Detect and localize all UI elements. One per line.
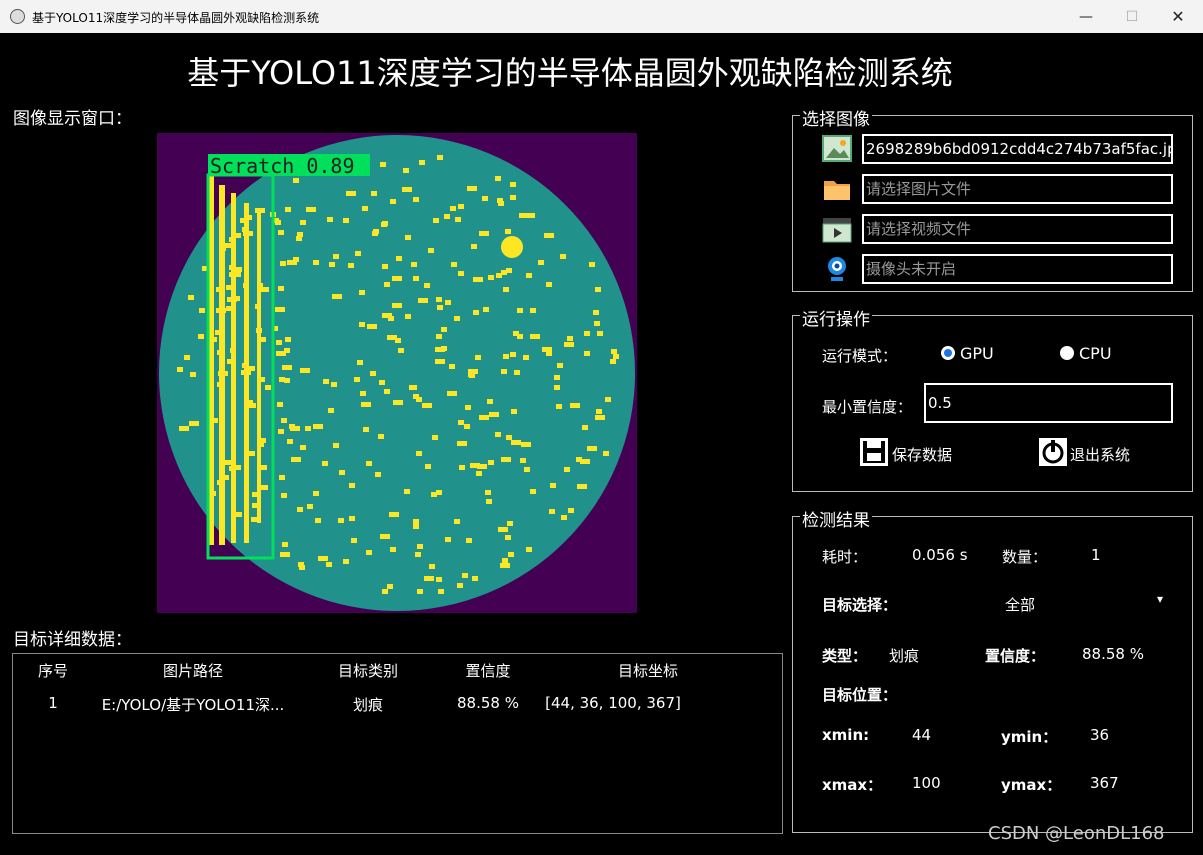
select-image-title: 选择图像 — [800, 105, 872, 130]
gpu-label[interactable]: GPU — [960, 344, 994, 363]
count-label: 数量： — [1002, 548, 1048, 566]
results-title: 检测结果 — [800, 506, 872, 531]
type-label: 类型： — [822, 647, 868, 665]
wafer-body — [159, 135, 635, 611]
xmax-label: xmax： — [822, 776, 883, 794]
time-label: 耗时： — [822, 548, 868, 566]
watermark: CSDN @LeonDL168 — [988, 823, 1165, 844]
ymin-value: 36 — [1090, 726, 1110, 744]
window-title: 基于YOLO11深度学习的半导体晶圆外观缺陷检测系统 — [32, 11, 320, 25]
cpu-label[interactable]: CPU — [1079, 344, 1112, 363]
app-title: 基于YOLO11深度学习的半导体晶圆外观缺陷检测系统 — [187, 54, 953, 92]
position-label: 目标位置： — [822, 686, 898, 704]
detection-label: Scratch 0.89 — [210, 154, 355, 178]
power-icon[interactable] — [1038, 437, 1068, 467]
image-file-input[interactable]: 请选择图片文件 — [862, 174, 1173, 204]
video-file-input[interactable]: 请选择视频文件 — [862, 214, 1173, 244]
table-label: 目标详细数据： — [13, 630, 132, 650]
run-group — [792, 315, 1193, 492]
image-panel-label: 图像显示窗口： — [13, 109, 132, 129]
folder-icon[interactable] — [822, 174, 852, 204]
maximize-button[interactable]: ☐ — [1125, 9, 1139, 25]
result-conf-value: 88.58 % — [1082, 645, 1144, 663]
cpu-radio[interactable] — [1060, 346, 1074, 360]
image-icon[interactable] — [822, 134, 852, 164]
ymax-label: ymax： — [1001, 776, 1062, 794]
results-table: 序号 图片路径 目标类别 置信度 目标坐标 1 E:/YOLO/基于YOLO11… — [12, 653, 783, 834]
results-group — [792, 516, 1193, 833]
row-index[interactable]: 1 — [48, 694, 58, 712]
count-value: 1 — [1091, 546, 1101, 564]
ymin-label: ymin： — [1001, 728, 1058, 746]
video-icon[interactable] — [822, 214, 852, 244]
mode-label: 运行模式： — [822, 347, 898, 365]
minimize-button[interactable]: — — [1079, 9, 1093, 25]
camera-icon[interactable] — [822, 254, 852, 284]
header-path: 图片路径 — [162, 662, 223, 680]
header-confidence: 置信度 — [465, 662, 511, 680]
run-title: 运行操作 — [800, 305, 872, 330]
xmax-value: 100 — [912, 774, 941, 792]
save-button[interactable]: 保存数据 — [892, 446, 953, 464]
conf-input[interactable]: 0.5 — [924, 383, 1173, 423]
xmin-label: xmin: — [822, 726, 870, 744]
result-conf-label: 置信度： — [985, 647, 1046, 665]
time-value: 0.056 s — [912, 546, 968, 564]
row-coords[interactable]: [44, 36, 100, 367] — [545, 694, 681, 712]
xmin-value: 44 — [912, 726, 932, 744]
row-path[interactable]: E:/YOLO/基于YOLO11深... — [101, 696, 285, 714]
ymax-value: 367 — [1090, 774, 1119, 792]
chevron-down-icon[interactable]: ▾ — [1157, 592, 1164, 606]
target-select[interactable]: 全部 — [1005, 596, 1036, 614]
header-coords: 目标坐标 — [617, 662, 678, 680]
type-value: 划痕 — [889, 647, 920, 665]
header-index: 序号 — [37, 662, 68, 680]
row-class[interactable]: 划痕 — [352, 696, 383, 714]
detection-label-bg — [208, 154, 370, 176]
window-titlebar: 基于YOLO11深度学习的半导体晶圆外观缺陷检测系统 — ☐ ✕ — [0, 0, 1203, 33]
app-icon — [10, 9, 25, 24]
row-confidence[interactable]: 88.58 % — [457, 694, 519, 712]
conf-label: 最小置信度： — [822, 398, 913, 416]
target-select-label: 目标选择： — [822, 596, 898, 614]
header-class: 目标类别 — [337, 662, 398, 680]
select-image-group — [792, 115, 1193, 292]
camera-input[interactable]: 摄像头未开启 — [862, 254, 1173, 284]
save-icon[interactable] — [859, 437, 889, 467]
close-button[interactable]: ✕ — [1171, 7, 1185, 26]
wafer-image: Scratch 0.89 — [159, 135, 635, 611]
gpu-radio[interactable] — [941, 346, 955, 360]
image-display: Scratch 0.89 — [157, 133, 637, 613]
image-path-input[interactable]: 2698289b6bd0912cdd4c274b73af5fac.jpg — [862, 134, 1173, 164]
exit-button[interactable]: 退出系统 — [1070, 446, 1131, 464]
